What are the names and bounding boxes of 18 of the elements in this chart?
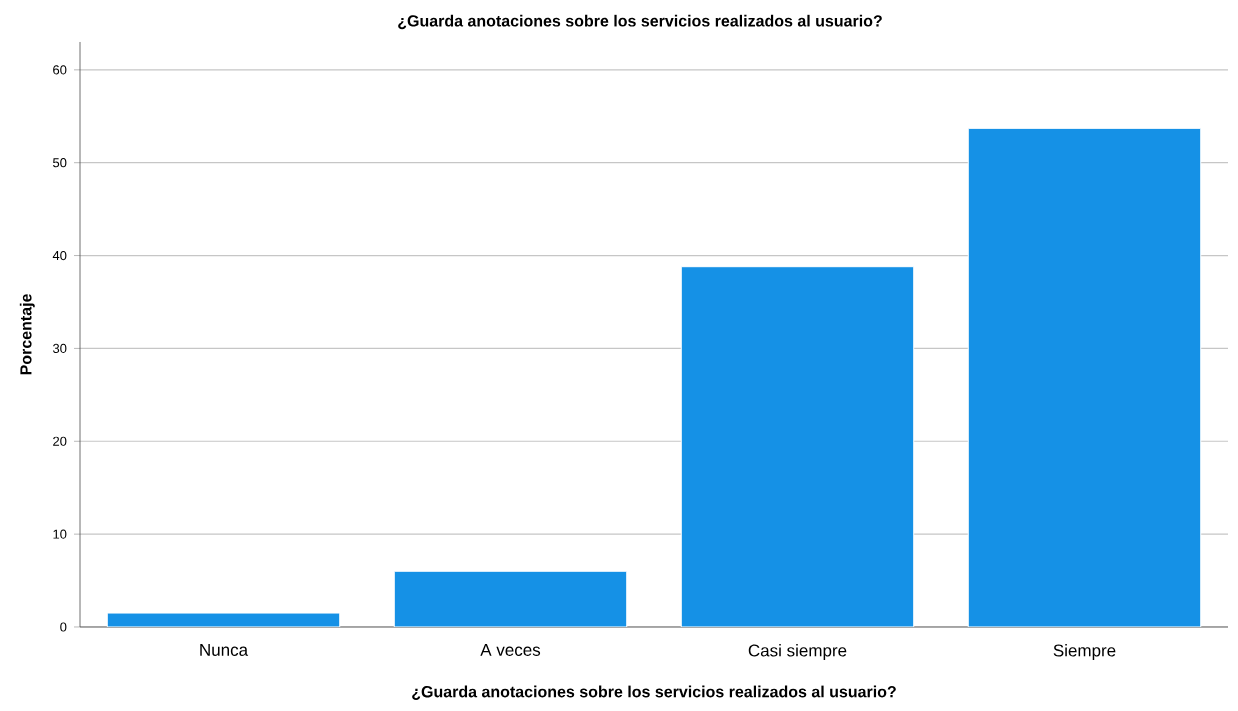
bar xyxy=(680,266,915,627)
y-tick-label: 20 xyxy=(53,436,67,446)
y-tick-label: 30 xyxy=(52,343,67,354)
y-tick-label: 40 xyxy=(52,250,67,261)
y-tick-label: 10 xyxy=(53,529,67,539)
x-tick-label: Nunca xyxy=(200,644,249,656)
y-tick-label: 60 xyxy=(53,65,67,75)
chart-title: ¿Guarda anotaciones sobre los servicios realizados al usuario? xyxy=(398,14,882,30)
bar xyxy=(967,127,1202,627)
x-tick-label: A veces xyxy=(480,644,541,656)
y-tick-label: 0 xyxy=(60,622,67,632)
bar xyxy=(393,570,628,627)
x-tick-label: Casi siempre xyxy=(748,644,847,660)
bar xyxy=(106,612,341,627)
y-tick-label: 50 xyxy=(53,158,67,168)
x-tick-label: Siempre xyxy=(1053,644,1116,660)
y-axis-title: Porcentaje xyxy=(19,294,35,375)
x-axis-title: ¿Guarda anotaciones sobre los servicios realizados al usuario? xyxy=(412,685,896,700)
